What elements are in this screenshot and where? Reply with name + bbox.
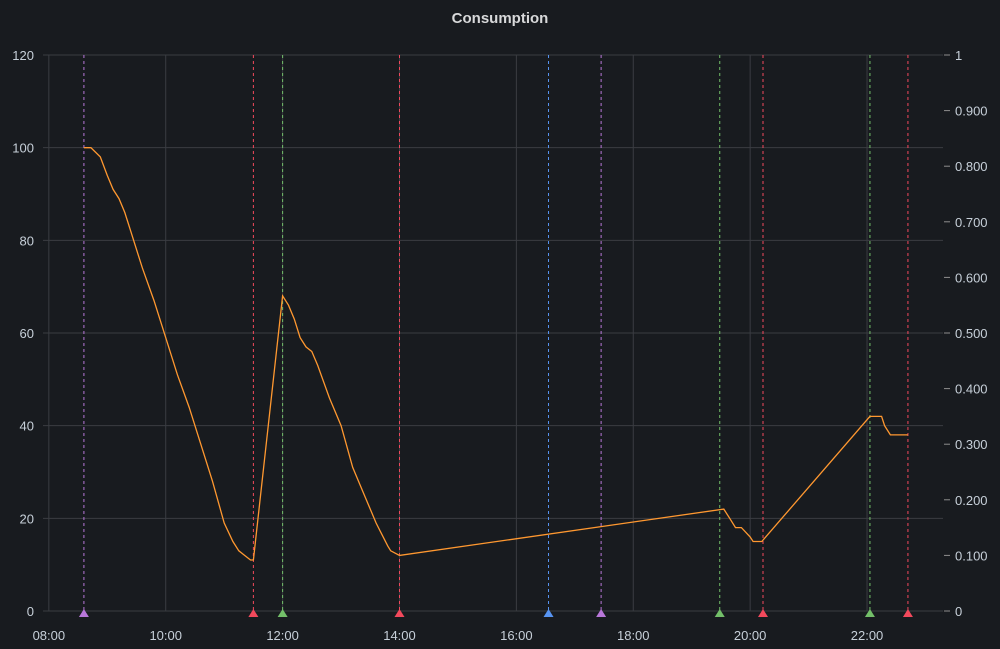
y-tick-label: 100	[12, 141, 34, 156]
annotation-marker-icon[interactable]	[758, 609, 768, 617]
grid-layer	[43, 54, 943, 612]
annotation-marker-icon[interactable]	[596, 609, 607, 617]
y-tick-label: 40	[20, 419, 34, 434]
y2-tick-label: 0.800	[955, 159, 988, 174]
annotation-marker-icon[interactable]	[864, 609, 875, 617]
y2-tick-label: 1	[955, 48, 962, 63]
y-tick-label: 80	[20, 233, 34, 248]
x-tick-label: 14:00	[383, 628, 416, 643]
annotation-marker-icon[interactable]	[543, 609, 554, 617]
annotation-marker-icon[interactable]	[277, 609, 288, 617]
y2-tick-label: 0	[955, 604, 962, 619]
x-tick-label: 18:00	[617, 628, 650, 643]
y-tick-label: 120	[12, 48, 34, 63]
series-layer	[83, 147, 908, 561]
axis-layer: 0 20 40 60 80 100 120 08:00 10:00 12:00 14:00 16:00…	[12, 48, 987, 643]
y-tick-label: 60	[20, 326, 34, 341]
x-tick-label: 22:00	[851, 628, 884, 643]
y2-tick-label: 0.700	[955, 215, 988, 230]
annotation-marker-icon[interactable]	[714, 609, 725, 617]
panel-title[interactable]: Consumption	[451, 10, 549, 27]
y2-tick-label: 0.100	[955, 548, 988, 563]
y2-tick-label: 0.200	[955, 493, 988, 508]
x-tick-label: 12:00	[266, 628, 299, 643]
annotation-marker-icon[interactable]	[394, 609, 405, 617]
y2-tick-label: 0.900	[955, 104, 988, 119]
y2-tick-label: 0.300	[955, 437, 988, 452]
x-tick-label: 08:00	[33, 628, 66, 643]
y2-tick-label: 0.400	[955, 382, 988, 397]
annotation-layer	[78, 55, 913, 617]
y-tick-label: 20	[20, 511, 34, 526]
y2-tick-label: 0.500	[955, 326, 988, 341]
x-tick-label: 10:00	[149, 628, 182, 643]
annotation-marker-icon[interactable]	[248, 609, 259, 617]
x-tick-label: 16:00	[500, 628, 533, 643]
annotation-marker-icon[interactable]	[902, 609, 913, 617]
annotation-marker-icon[interactable]	[78, 609, 89, 617]
series-line[interactable]	[83, 147, 908, 561]
y-tick-label: 0	[27, 604, 34, 619]
y2-tick-label: 0.600	[955, 270, 988, 285]
x-tick-label: 20:00	[734, 628, 767, 643]
